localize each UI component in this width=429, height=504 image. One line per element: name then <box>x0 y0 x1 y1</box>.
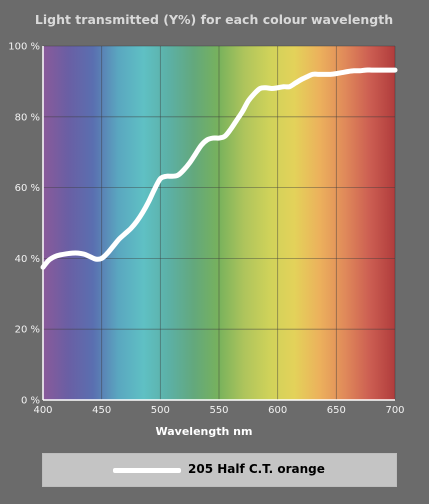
x-tick-label: 600 <box>268 405 287 416</box>
legend: 205 Half C.T. orange <box>42 453 397 487</box>
x-tick-label: 450 <box>92 405 111 416</box>
y-tick-label: 60 % <box>15 183 40 194</box>
axes: 400 450 500 550 600 650 700 0 % 20 % 40 % 60 % 80 %… <box>8 42 404 417</box>
y-tick-label: 40 % <box>15 254 40 265</box>
legend-series-label: 205 Half C.T. orange <box>188 462 325 476</box>
y-tick-label: 20 % <box>15 325 40 336</box>
y-tick-label: 100 % <box>8 42 40 53</box>
series-line-0 <box>40 67 398 270</box>
y-tick-label: 0 % <box>21 396 40 407</box>
x-tick-label: 400 <box>33 405 52 416</box>
x-tick-label: 650 <box>327 405 346 416</box>
x-axis-label: Wavelength nm <box>156 425 253 438</box>
legend-series-swatch <box>113 468 181 473</box>
series-layer <box>40 67 398 270</box>
x-tick-label: 500 <box>151 405 170 416</box>
chart-title: Light transmitted (Y%) for each colour w… <box>35 12 393 27</box>
y-tick-label: 80 % <box>15 112 40 123</box>
x-tick-label: 700 <box>385 405 404 416</box>
x-tick-label: 550 <box>209 405 228 416</box>
